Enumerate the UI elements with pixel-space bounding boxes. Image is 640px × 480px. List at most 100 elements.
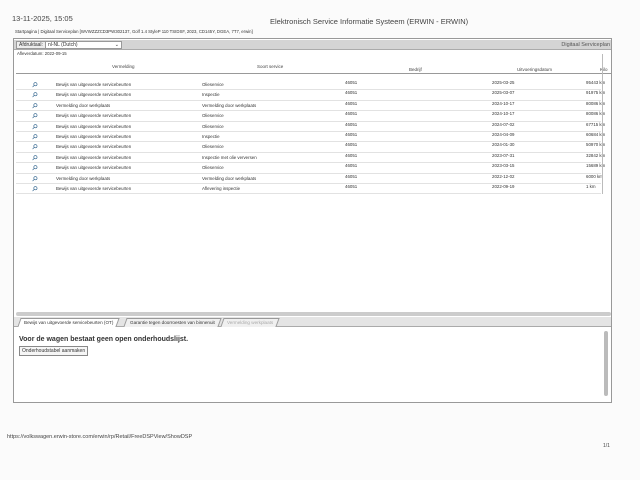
cell-vermelding: Bewijs van uitgevoerde servicebeurten <box>56 82 132 87</box>
cell-soort-service: Aflevering inspectie <box>202 186 241 191</box>
cell-soort-service: Olieservice <box>202 165 224 171</box>
cell-kilometerstand: 32842 km <box>586 152 606 158</box>
print-datetime: 13-11-2025, 15:05 <box>12 14 73 23</box>
language-select[interactable]: nl-NL (Dutch) ⌄ <box>45 41 122 49</box>
cell-soort-service: Olieservice <box>202 82 224 87</box>
column-header-kilometerstand[interactable]: Kilo <box>600 67 608 72</box>
cell-kilometerstand: 6000 km <box>586 173 603 179</box>
cell-datum: 2024-01-30 <box>492 142 515 148</box>
cell-vermelding: Bewijs van uitgevoerde servicebeurten <box>56 134 132 139</box>
table-row[interactable]: ⚲ Vermelding door werkplaats Vermelding do… <box>16 173 603 184</box>
language-label: Afdruktaal: <box>16 41 46 49</box>
tab-label: Bewijs van uitgevoerde servicebeurten (O… <box>24 320 114 325</box>
cell-bedrijf: 46051 <box>345 121 358 127</box>
cell-datum: 2025-03-25 <box>492 80 515 85</box>
cell-soort-service: Olieservice <box>202 144 224 150</box>
magnifier-icon[interactable]: ⚲ <box>29 91 39 101</box>
page-url: https://volkswagen.erwin-store.com/erwin… <box>7 434 193 440</box>
cell-kilometerstand: 80086 km <box>586 111 606 117</box>
cell-datum: 2024-07-02 <box>492 121 515 127</box>
cell-vermelding: Bewijs van uitgevoerde servicebeurten <box>56 165 132 171</box>
table-row[interactable]: ⚲ Bewijs van uitgevoerde servicebeurten In… <box>16 90 605 101</box>
cell-vermelding: Bewijs van uitgevoerde servicebeurten <box>56 113 132 119</box>
magnifier-icon[interactable]: ⚲ <box>29 164 39 173</box>
cell-vermelding: Bewijs van uitgevoerde servicebeurten <box>56 123 132 129</box>
horizontal-scrollbar[interactable] <box>16 312 611 316</box>
section-label: Digitaal Serviceplan <box>561 42 610 48</box>
cell-bedrijf: 46051 <box>345 132 358 137</box>
magnifier-icon[interactable]: ⚲ <box>29 133 39 142</box>
table-row[interactable]: ⚲ Bewijs van uitgevoerde servicebeurten In… <box>16 132 605 143</box>
table-row[interactable]: ⚲ Bewijs van uitgevoerde servicebeurten Ol… <box>16 142 605 153</box>
table-row[interactable]: ⚲ Vermelding door werkplaats Vermelding do… <box>16 100 605 112</box>
cell-vermelding: Bewijs van uitgevoerde servicebeurten <box>56 92 132 98</box>
language-value: nl-NL (Dutch) <box>48 42 78 48</box>
cell-bedrijf: 46051 <box>345 100 358 106</box>
cell-soort-service: Vermelding door werkplaats <box>202 102 257 108</box>
magnifier-icon[interactable]: ⚲ <box>29 143 39 153</box>
cell-kilometerstand: 60684 km <box>586 132 606 137</box>
magnifier-icon[interactable]: ⚲ <box>29 185 39 194</box>
cell-kilometerstand: 80086 km <box>586 100 606 106</box>
cell-kilometerstand: 1 km <box>586 184 596 189</box>
cell-bedrijf: 46051 <box>345 80 358 85</box>
cell-soort-service: Olieservice <box>202 113 224 119</box>
service-plan-panel: Afdruktaal: nl-NL (Dutch) ⌄ Digitaal Serv… <box>13 38 612 403</box>
toolbar: Afdruktaal: nl-NL (Dutch) ⌄ Digitaal Serv… <box>14 40 611 50</box>
tab-servicebeurten[interactable]: Bewijs van uitgevoerde servicebeurten (O… <box>17 318 121 327</box>
magnifier-icon[interactable]: ⚲ <box>29 122 39 132</box>
cell-vermelding: Vermelding door werkplaats <box>56 102 111 108</box>
cell-bedrijf: 46051 <box>345 163 358 169</box>
table-row[interactable]: ⚲ Bewijs van uitgevoerde servicebeurten Ol… <box>16 163 605 174</box>
cell-datum: 2024-04-09 <box>492 132 515 137</box>
page-title: Elektronisch Service Informatie Systeem … <box>270 17 469 26</box>
create-maintenance-table-button[interactable]: Onderhoudstabel aanmaken <box>19 346 89 356</box>
column-divider <box>602 54 603 194</box>
page-number: 1/1 <box>603 443 610 449</box>
cell-datum: 2023-07-31 <box>492 152 515 158</box>
cell-soort-service: Inspectie <box>202 92 220 98</box>
tab-vermelding-werkplaats[interactable]: Vermelding werkplaats <box>220 318 280 327</box>
cell-bedrijf: 46051 <box>345 142 358 148</box>
maintenance-message: Voor de wagen bestaat geen open onderhou… <box>19 336 189 343</box>
table-row[interactable]: ⚲ Bewijs van uitgevoerde servicebeurten Ol… <box>16 80 605 91</box>
column-header-soort-service[interactable]: Soort service <box>257 64 284 69</box>
cell-bedrijf: 46051 <box>345 111 358 117</box>
column-header-vermelding[interactable]: Vermelding <box>112 64 135 69</box>
cell-kilometerstand: 67715 km <box>586 121 606 127</box>
vertical-scrollbar[interactable] <box>604 331 608 396</box>
cell-soort-service: Inspectie met olie verversen <box>202 154 257 160</box>
cell-datum: 2024-10-17 <box>492 100 515 106</box>
magnifier-icon[interactable]: ⚲ <box>29 101 39 111</box>
tab-garantie[interactable]: Garantie tegen doorroesten van binnenuit <box>123 318 222 327</box>
cell-bedrijf: 46051 <box>345 173 358 179</box>
cell-kilometerstand: 91975 km <box>586 90 606 96</box>
table-row[interactable]: ⚲ Bewijs van uitgevoerde servicebeurten Ol… <box>16 121 605 132</box>
cell-soort-service: Inspectie <box>202 134 220 139</box>
delivery-date: Afleverdatum: 2022-09-15 <box>17 51 67 56</box>
cell-bedrijf: 46051 <box>345 90 358 96</box>
column-header-uitvoeringsdatum[interactable]: Uitvoeringsdatum <box>517 67 553 72</box>
column-header-bedrijf[interactable]: Bedrijf <box>409 67 422 72</box>
table-row[interactable]: ⚲ Bewijs van uitgevoerde servicebeurten Af… <box>16 184 601 195</box>
cell-datum: 2023-03-15 <box>492 163 515 169</box>
cell-datum: 2024-10-17 <box>492 111 515 117</box>
magnifier-icon[interactable]: ⚲ <box>29 112 39 121</box>
cell-kilometerstand: 50970 km <box>586 142 606 148</box>
breadcrumb[interactable]: Startpagina | Digitaal Serviceplan [WVWZ… <box>15 29 253 34</box>
magnifier-icon[interactable]: ⚲ <box>29 81 39 90</box>
tab-bar: Bewijs van uitgevoerde servicebeurten (O… <box>14 317 611 327</box>
table-row[interactable]: ⚲ Bewijs van uitgevoerde servicebeurten In… <box>16 152 605 164</box>
cell-datum: 2022-12-02 <box>492 173 515 179</box>
cell-soort-service: Vermelding door werkplaats <box>202 175 257 181</box>
tab-label: Garantie tegen doorroesten van binnenuit <box>130 320 215 325</box>
cell-vermelding: Bewijs van uitgevoerde servicebeurten <box>56 154 132 160</box>
cell-kilometerstand: 95443 km <box>586 80 606 85</box>
table-row[interactable]: ⚲ Bewijs van uitgevoerde servicebeurten Ol… <box>16 111 605 122</box>
magnifier-icon[interactable]: ⚲ <box>29 174 39 184</box>
cell-vermelding: Bewijs van uitgevoerde servicebeurten <box>56 186 132 191</box>
header-divider <box>16 73 611 74</box>
cell-vermelding: Bewijs van uitgevoerde servicebeurten <box>56 144 132 150</box>
magnifier-icon[interactable]: ⚲ <box>29 153 39 163</box>
cell-bedrijf: 46051 <box>345 184 358 189</box>
